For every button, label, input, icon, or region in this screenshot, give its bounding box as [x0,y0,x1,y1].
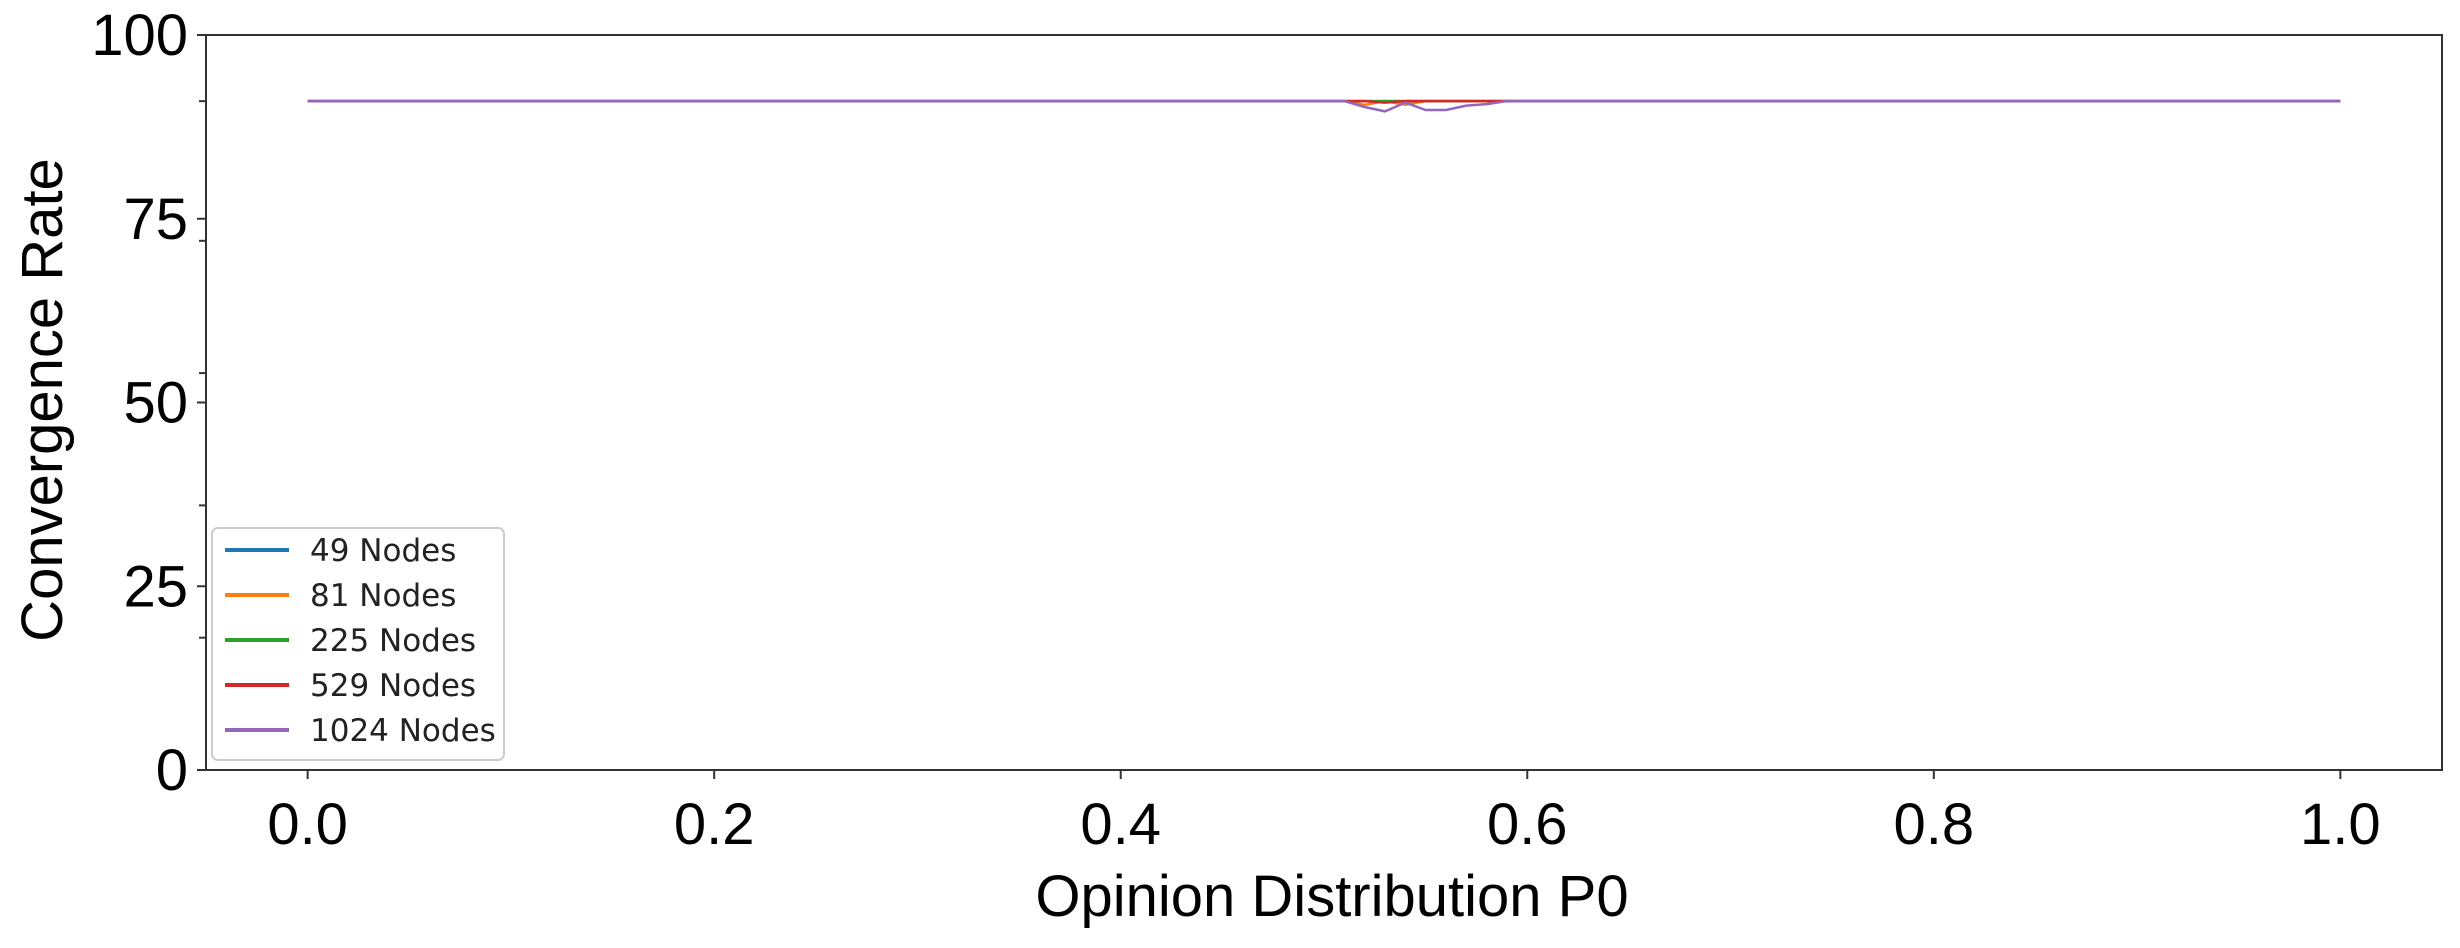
x-tick-label: 0.2 [674,792,755,857]
x-tick-label: 1.0 [2300,792,2381,857]
series-line-4 [307,99,2341,104]
y-tick-label: 100 [91,3,188,68]
x-tick-label: 0.4 [1080,792,1161,857]
y-tick-label: 25 [123,554,188,619]
y-tick-label: 50 [123,371,188,436]
y-axis-title: Convergence Rate [10,158,75,642]
legend-entries: 49 Nodes 81 Nodes 225 Nodes 529 Nodes 1024 N… [225,533,496,749]
series-line-5 [307,99,2341,113]
x-axis-title: Opinion Distribution P0 [1035,864,1628,929]
legend: 49 Nodes 81 Nodes 225 Nodes 529 Nodes 1024 N… [211,527,505,761]
y-tick-label: 0 [156,738,188,803]
legend-box [211,527,505,761]
x-tick-label: 0.8 [1893,792,1974,857]
ticks-layer: 0.0 0.2 0.4 0.6 0.8 1.0 0 25 50 75 100 [91,3,2380,857]
y-tick-label: 75 [123,187,188,252]
legend-label: 1024 Nodes [310,713,496,749]
legend-label: 81 Nodes [310,578,456,614]
legend-label: 49 Nodes [310,533,456,569]
legend-label: 529 Nodes [310,668,476,704]
series-layer [307,99,2341,113]
x-tick-label: 0.6 [1487,792,1568,857]
legend-label: 225 Nodes [310,623,476,659]
x-tick-label: 0.0 [267,792,348,857]
